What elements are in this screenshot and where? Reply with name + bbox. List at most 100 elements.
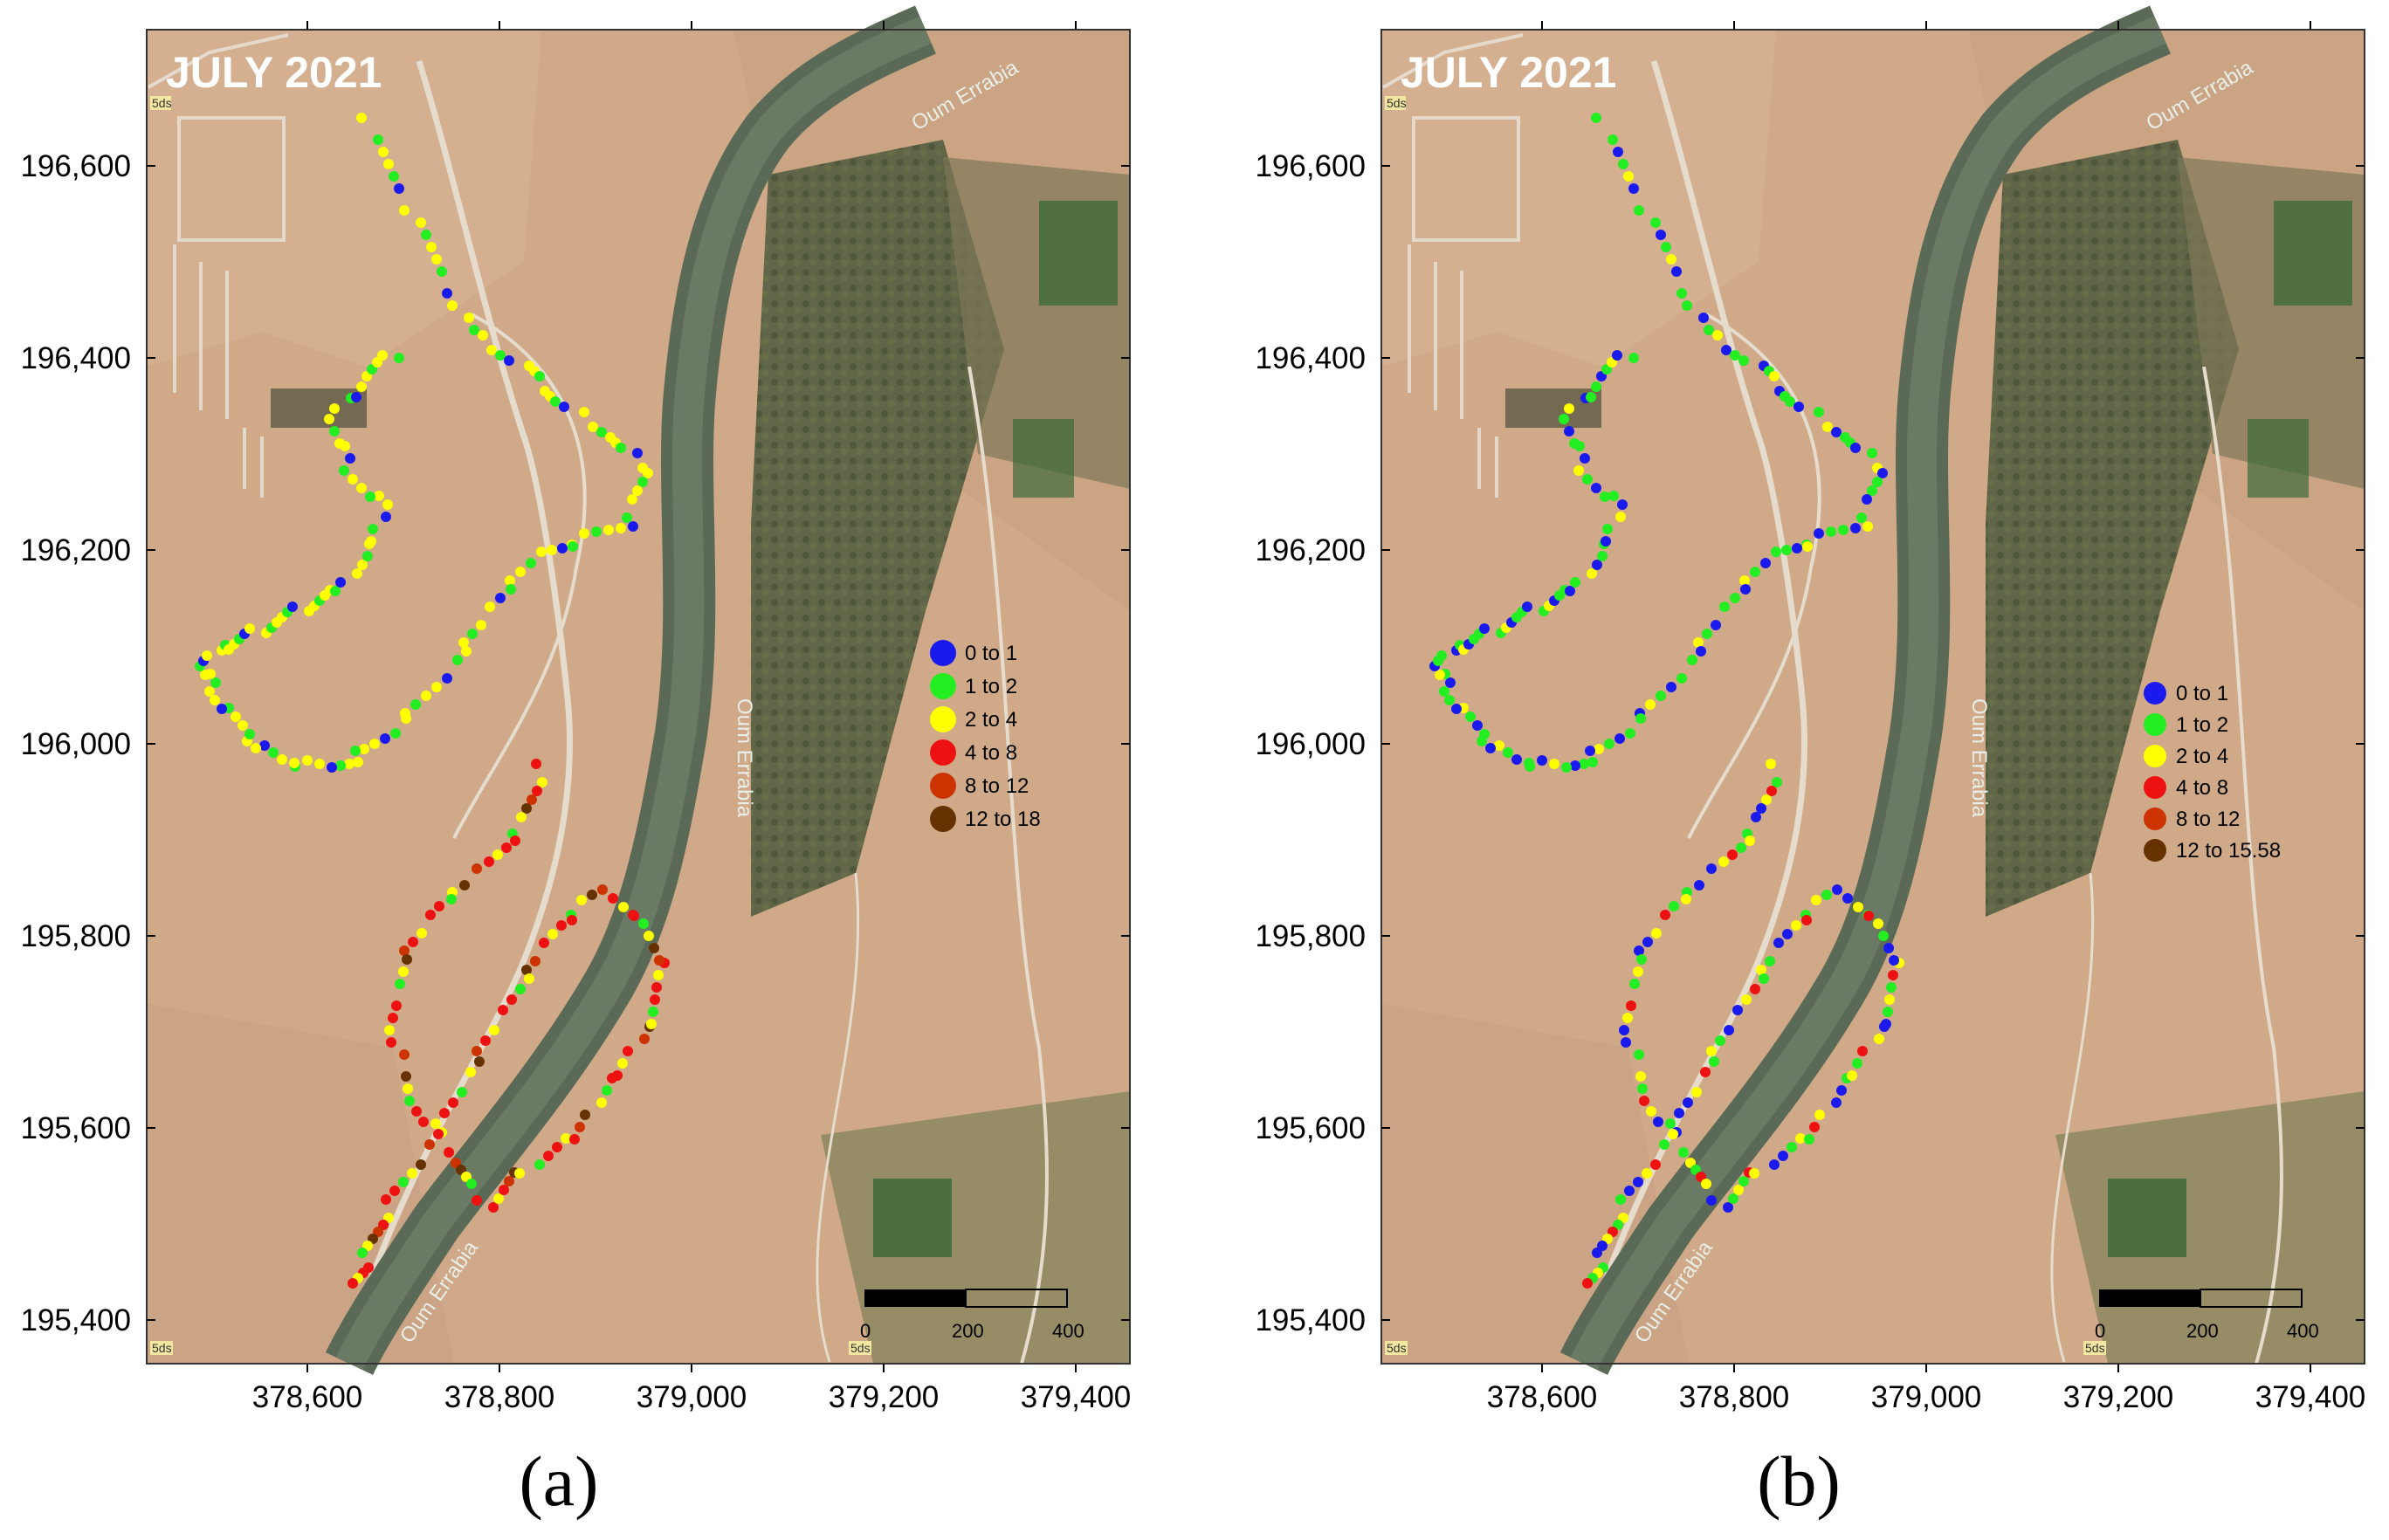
survey-point [1724, 1025, 1734, 1035]
survey-point [457, 1087, 467, 1097]
map-figure-b: Oum Errabia Oum Errabia Oum Errabia 5ds … [1255, 5, 2365, 1414]
survey-point [401, 1071, 411, 1082]
survey-point [1634, 945, 1644, 956]
survey-point [1582, 474, 1593, 485]
survey-point [1822, 422, 1833, 432]
y-tick-label: 195,600 [20, 1111, 131, 1145]
survey-point [1877, 468, 1888, 478]
green-field [2108, 1179, 2186, 1257]
survey-point [514, 1168, 525, 1179]
survey-point [380, 733, 390, 744]
survey-point [596, 427, 607, 437]
survey-point [1592, 560, 1602, 570]
survey-point [1730, 350, 1740, 361]
survey-point [1602, 524, 1613, 534]
survey-point [1804, 1134, 1814, 1145]
survey-point [499, 1185, 509, 1195]
survey-point [644, 931, 654, 941]
road-tag: 5ds [1387, 1341, 1407, 1355]
survey-point [643, 468, 653, 478]
survey-point [277, 754, 287, 765]
scale-bar: 0 200 400 [860, 1289, 1084, 1342]
survey-point [534, 1159, 545, 1170]
survey-point [516, 812, 527, 822]
survey-point [231, 712, 241, 722]
survey-point [416, 1159, 426, 1170]
survey-point [569, 1134, 580, 1145]
survey-point [448, 1097, 458, 1108]
survey-point [1814, 1110, 1825, 1120]
survey-point [1732, 1005, 1743, 1015]
survey-point [464, 313, 474, 323]
survey-point [484, 856, 494, 867]
legend: 0 to 1 1 to 2 2 to 4 4 to 8 8 to 12 12 t… [930, 640, 1041, 832]
legend-label: 8 to 12 [965, 774, 1029, 798]
legend-swatch [930, 806, 956, 832]
survey-point [425, 910, 436, 920]
survey-point [1792, 543, 1802, 553]
survey-point [1569, 438, 1580, 449]
y-axis-ticks [1381, 165, 2365, 1321]
survey-point [646, 1019, 657, 1029]
survey-point [1766, 759, 1776, 769]
survey-point [480, 1035, 491, 1046]
survey-point [618, 902, 629, 912]
survey-point [399, 205, 410, 216]
road-tag: 5ds [152, 96, 172, 110]
survey-point [374, 491, 384, 501]
legend-swatch [2144, 776, 2166, 799]
survey-point [417, 928, 427, 938]
track-road [2202, 366, 2283, 1365]
survey-point [391, 1000, 402, 1011]
survey-point [628, 521, 638, 532]
survey-point [404, 1096, 415, 1106]
x-tick-label: 379,200 [829, 1380, 940, 1414]
y-tick-label: 195,800 [20, 919, 131, 953]
survey-point [498, 1005, 508, 1015]
survey-point [469, 325, 479, 335]
survey-point [1701, 1179, 1711, 1189]
survey-point [1522, 602, 1532, 612]
survey-point [532, 786, 542, 796]
survey-point [1637, 1083, 1648, 1094]
survey-point [648, 1007, 658, 1017]
survey-point [1687, 655, 1697, 665]
survey-point [383, 159, 394, 169]
survey-point [1549, 759, 1559, 769]
legend-label: 0 to 1 [2176, 682, 2228, 705]
survey-point [287, 602, 298, 612]
survey-point [1698, 313, 1709, 323]
survey-point [1842, 893, 1853, 904]
survey-point [1628, 183, 1639, 194]
survey-point [1604, 739, 1614, 749]
survey-point [1847, 1070, 1857, 1081]
survey-point [1782, 929, 1793, 939]
survey-point [1702, 629, 1712, 639]
survey-point [1623, 171, 1634, 182]
survey-point [536, 547, 547, 557]
survey-point [627, 494, 637, 505]
survey-point [530, 956, 540, 966]
urban-grid [1382, 33, 1524, 498]
survey-point [1485, 743, 1496, 753]
survey-point [1867, 485, 1877, 496]
survey-point [437, 266, 447, 277]
vegetation-area [751, 140, 1004, 917]
legend-swatch [930, 739, 956, 766]
y-tick-label: 196,200 [20, 533, 131, 567]
survey-point [344, 759, 355, 769]
survey-point [1591, 382, 1601, 392]
survey-point [1749, 1168, 1759, 1179]
survey-point [202, 650, 212, 661]
survey-point [1594, 744, 1604, 754]
survey-point [515, 567, 526, 577]
survey-point [515, 984, 526, 994]
survey-point [352, 568, 362, 579]
legend-label: 2 to 4 [2176, 745, 2228, 768]
survey-point [389, 1186, 400, 1196]
survey-point [1511, 754, 1522, 765]
survey-point [1650, 217, 1661, 228]
survey-point [329, 426, 340, 437]
survey-point [579, 407, 589, 417]
survey-point [1750, 567, 1760, 577]
